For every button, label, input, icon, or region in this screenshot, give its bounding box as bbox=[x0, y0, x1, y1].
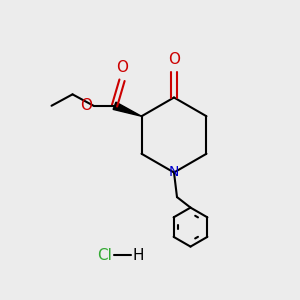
Text: N: N bbox=[169, 166, 179, 179]
Text: O: O bbox=[80, 98, 92, 113]
Text: Cl: Cl bbox=[98, 248, 112, 262]
Polygon shape bbox=[113, 102, 142, 116]
Text: O: O bbox=[116, 60, 128, 75]
Text: O: O bbox=[168, 52, 180, 67]
Text: H: H bbox=[132, 248, 144, 262]
